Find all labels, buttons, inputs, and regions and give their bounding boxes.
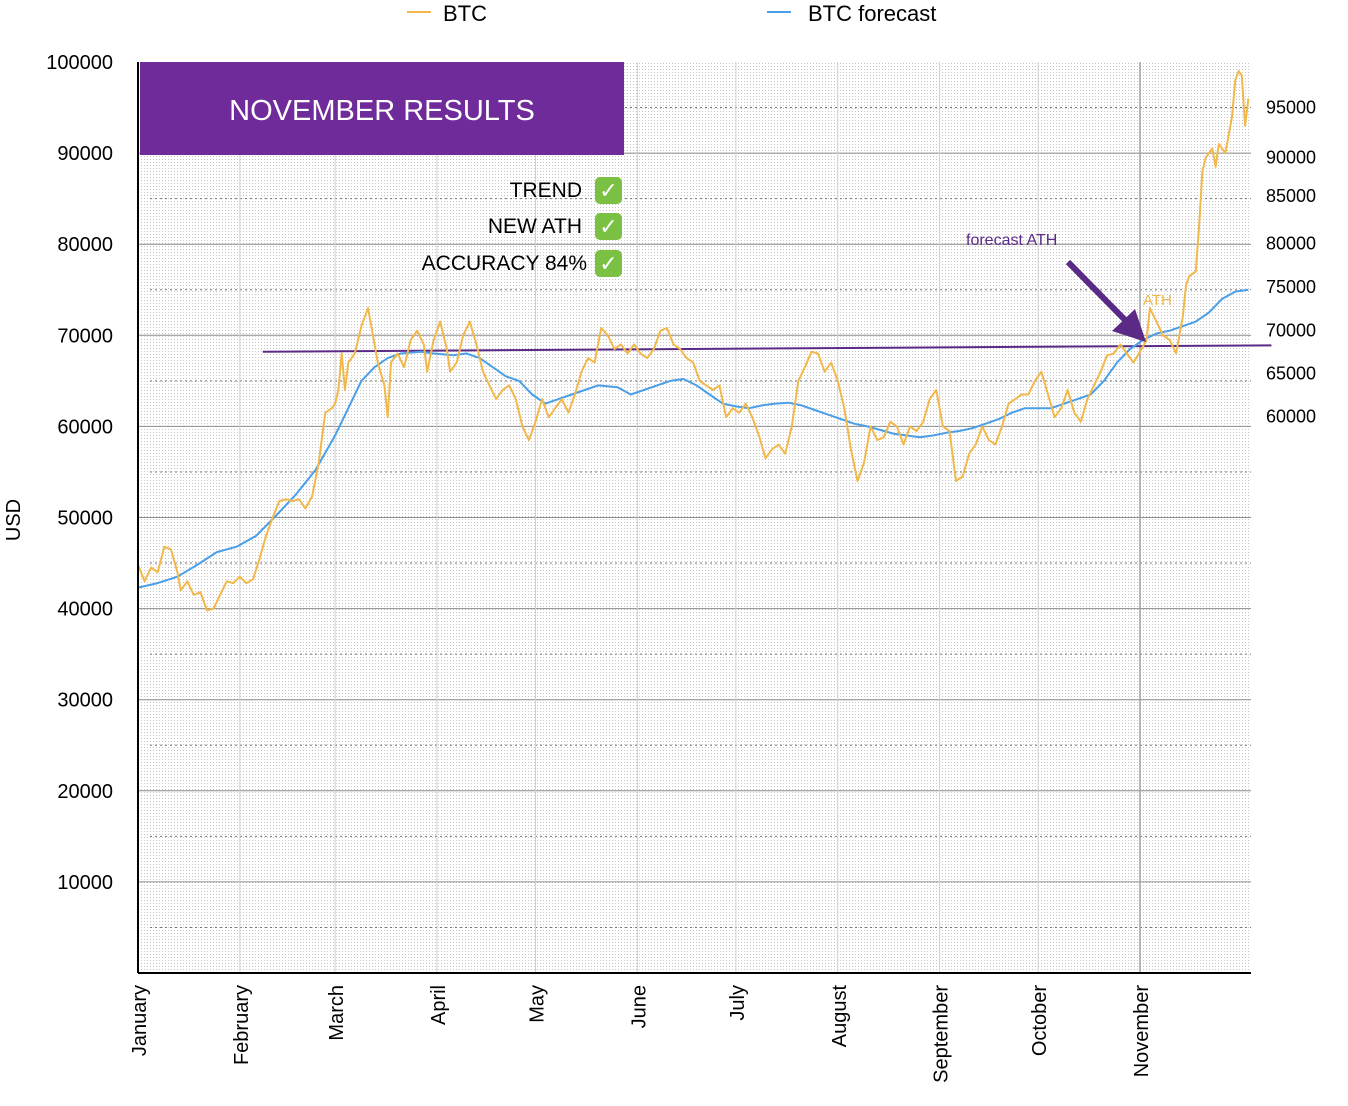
series-line-btc-forecast bbox=[137, 288, 1249, 589]
banner-title: NOVEMBER RESULTS bbox=[229, 95, 535, 127]
y-tick-label: 20000 bbox=[57, 781, 113, 803]
y-tick-labels: 10000 20000 30000 40000 50000 60000 70000 80000… bbox=[46, 52, 113, 894]
x-tick-label: August bbox=[829, 985, 851, 1048]
y-tick-label: 30000 bbox=[57, 690, 113, 712]
check-icon: ✓ bbox=[595, 177, 622, 204]
svg-text:✓: ✓ bbox=[599, 214, 617, 239]
right-label: 85000 bbox=[1266, 186, 1316, 206]
series-lines bbox=[137, 70, 1250, 612]
right-label: 90000 bbox=[1266, 148, 1316, 168]
checklist-accuracy: ACCURACY 84% bbox=[422, 252, 587, 275]
right-label: 80000 bbox=[1266, 233, 1316, 253]
x-tick-label: July bbox=[727, 985, 749, 1021]
legend-label-forecast: BTC forecast bbox=[808, 1, 936, 26]
check-icon: ✓ bbox=[595, 213, 622, 240]
x-tick-label: May bbox=[527, 985, 549, 1023]
right-labels: 95000 90000 85000 80000 75000 70000 65000 60000 bbox=[1266, 98, 1316, 427]
series-line-btc bbox=[137, 70, 1250, 612]
x-tick-label: June bbox=[628, 985, 650, 1028]
y-tick-label: 10000 bbox=[57, 872, 113, 894]
y-tick-label: 70000 bbox=[57, 325, 113, 347]
legend-label-btc: BTC bbox=[443, 1, 487, 26]
x-tick-labels: January February March April May June July Augu… bbox=[129, 985, 1153, 1083]
results-banner: NOVEMBER RESULTS bbox=[140, 62, 624, 155]
right-label: 60000 bbox=[1266, 406, 1316, 426]
x-tick-label: November bbox=[1131, 985, 1153, 1078]
right-label: 95000 bbox=[1266, 98, 1316, 118]
arrow-head-icon bbox=[1112, 309, 1146, 342]
y-axis-label: USD bbox=[3, 499, 25, 541]
x-tick-label: April bbox=[428, 985, 450, 1025]
forecast-ath-label: forecast ATH bbox=[966, 232, 1057, 249]
x-tick-label: September bbox=[931, 985, 953, 1083]
y-tick-label: 80000 bbox=[57, 234, 113, 256]
axes bbox=[137, 62, 1251, 974]
y-tick-label: 60000 bbox=[57, 416, 113, 438]
right-label: 70000 bbox=[1266, 321, 1316, 341]
svg-text:✓: ✓ bbox=[599, 251, 617, 276]
checklist: TREND NEW ATH ACCURACY 84% ✓ ✓ ✓ bbox=[422, 177, 622, 277]
y-tick-label: 90000 bbox=[57, 143, 113, 165]
checklist-trend: TREND bbox=[510, 179, 582, 202]
y-tick-label: 100000 bbox=[46, 52, 113, 74]
arrow-icon bbox=[1065, 259, 1130, 325]
checklist-new-ath: NEW ATH bbox=[488, 215, 582, 238]
x-tick-label: March bbox=[326, 985, 348, 1041]
x-tick-label: January bbox=[129, 985, 151, 1056]
legend: BTC BTC forecast bbox=[407, 1, 936, 26]
banner-background bbox=[140, 62, 624, 155]
ath-label: ATH bbox=[1143, 292, 1172, 309]
x-tick-label: February bbox=[231, 985, 253, 1065]
y-tick-label: 40000 bbox=[57, 599, 113, 621]
check-icon: ✓ bbox=[595, 250, 622, 277]
right-label: 65000 bbox=[1266, 364, 1316, 384]
right-label: 75000 bbox=[1266, 277, 1316, 297]
svg-text:✓: ✓ bbox=[599, 178, 617, 203]
y-tick-label: 50000 bbox=[57, 508, 113, 530]
x-tick-label: October bbox=[1029, 985, 1051, 1056]
forecast-ath-annotation: forecast ATH bbox=[966, 232, 1146, 342]
